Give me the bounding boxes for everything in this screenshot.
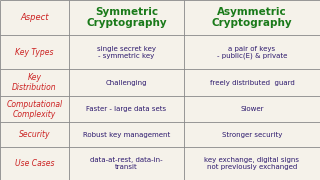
Text: Robust key management: Robust key management: [83, 132, 170, 138]
Text: a pair of keys
- public(E) & private: a pair of keys - public(E) & private: [217, 46, 287, 59]
Text: data-at-rest, data-in-
transit: data-at-rest, data-in- transit: [90, 157, 163, 170]
Text: Computational
Complexity: Computational Complexity: [6, 100, 62, 119]
Text: Faster - large data sets: Faster - large data sets: [86, 106, 166, 112]
Text: Stronger security: Stronger security: [222, 132, 282, 138]
Text: key exchange, digital signs
not previously exchanged: key exchange, digital signs not previous…: [204, 157, 300, 170]
Text: Key
Distribution: Key Distribution: [12, 73, 57, 92]
Text: Aspect: Aspect: [20, 13, 49, 22]
Text: Key Types: Key Types: [15, 48, 54, 57]
Text: Challenging: Challenging: [106, 80, 147, 86]
Text: Slower: Slower: [240, 106, 264, 112]
Text: Security: Security: [19, 130, 50, 139]
Text: Symmetric
Cryptography: Symmetric Cryptography: [86, 7, 167, 28]
Text: Use Cases: Use Cases: [15, 159, 54, 168]
Text: single secret key
- symmetric key: single secret key - symmetric key: [97, 46, 156, 58]
Text: Asymmetric
Cryptography: Asymmetric Cryptography: [212, 7, 292, 28]
Text: freely distributed  guard: freely distributed guard: [210, 80, 294, 86]
